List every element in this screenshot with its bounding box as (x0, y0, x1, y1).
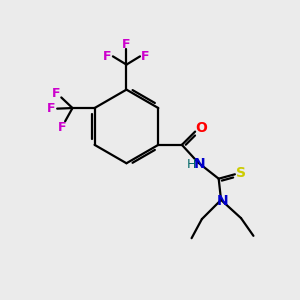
Text: F: F (122, 38, 131, 50)
Text: S: S (236, 167, 246, 180)
Text: N: N (194, 157, 205, 171)
Text: H: H (187, 158, 196, 171)
Text: F: F (58, 121, 66, 134)
Text: O: O (195, 121, 207, 135)
Text: F: F (52, 87, 61, 100)
Text: F: F (103, 50, 112, 63)
Text: F: F (141, 50, 149, 63)
Text: F: F (47, 102, 56, 115)
Text: N: N (216, 194, 228, 208)
